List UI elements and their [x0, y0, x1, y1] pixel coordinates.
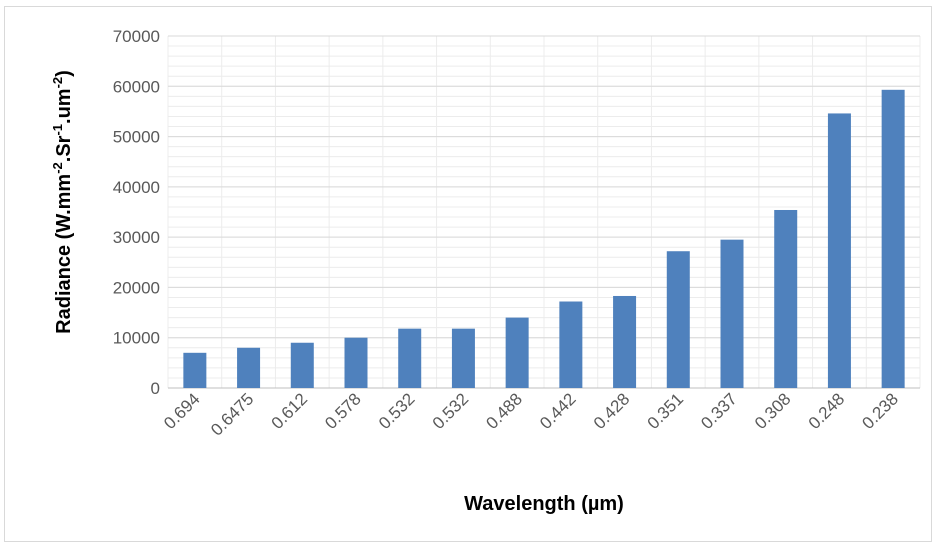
y-tick-label: 20000	[113, 278, 160, 297]
x-tick-label: 0.6475	[207, 389, 257, 439]
bar	[398, 328, 422, 388]
y-tick-label: 50000	[113, 128, 160, 147]
bar	[344, 337, 368, 388]
y-axis-title: Radiance (W.mm-2.Sr-1.um-2)	[50, 70, 75, 334]
x-tick-label: 0.578	[321, 389, 365, 433]
y-tick-label: 70000	[113, 27, 160, 46]
bar	[237, 347, 261, 388]
x-tick-label: 0.238	[858, 389, 902, 433]
grid	[167, 35, 921, 389]
bar	[183, 352, 207, 388]
x-tick-label: 0.612	[268, 389, 312, 433]
y-tick-label: 10000	[113, 329, 160, 348]
x-tick-label: 0.488	[482, 389, 526, 433]
bar	[720, 239, 744, 388]
x-tick-label: 0.694	[160, 389, 204, 433]
bar	[666, 251, 690, 388]
x-tick-label: 0.248	[805, 389, 849, 433]
x-tick-label: 0.442	[536, 389, 580, 433]
bar	[827, 113, 851, 388]
y-tick-label: 30000	[113, 228, 160, 247]
y-tick-label: 60000	[113, 77, 160, 96]
bar	[881, 89, 905, 388]
x-axis-title: Wavelength (µm)	[464, 493, 624, 515]
y-tick-label: 40000	[113, 178, 160, 197]
x-tick-label: 0.351	[644, 389, 688, 433]
bar	[290, 342, 314, 388]
bar	[774, 209, 798, 388]
bar	[505, 317, 529, 388]
y-axis-ticks: 0 10000 20000 30000 40000 50000 60000 70000	[113, 27, 160, 398]
bar	[613, 295, 637, 388]
x-tick-label: 0.428	[590, 389, 634, 433]
y-tick-label: 0	[151, 379, 160, 398]
bar	[559, 301, 583, 388]
x-tick-label: 0.532	[375, 389, 419, 433]
bars	[183, 89, 905, 388]
x-axis-ticks: 0.694 0.6475 0.612 0.578 0.532 0.532 0.488 0.44…	[160, 389, 902, 439]
x-tick-label: 0.532	[429, 389, 473, 433]
bar	[451, 328, 475, 388]
x-tick-label: 0.308	[751, 389, 795, 433]
x-tick-label: 0.337	[697, 389, 741, 433]
